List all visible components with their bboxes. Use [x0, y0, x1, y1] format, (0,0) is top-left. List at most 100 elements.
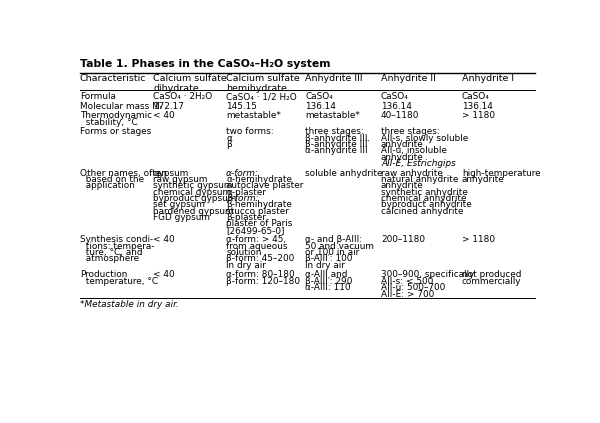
Text: or 100 in air: or 100 in air — [305, 248, 359, 257]
Text: Anhydrite III: Anhydrite III — [305, 74, 363, 83]
Text: byproduct gypsum: byproduct gypsum — [153, 194, 236, 203]
Text: based on the: based on the — [80, 175, 144, 184]
Text: < 40: < 40 — [153, 270, 175, 280]
Text: Calcium sulfate
hemihydrate: Calcium sulfate hemihydrate — [226, 74, 300, 93]
Text: β-anhydrite III′: β-anhydrite III′ — [305, 140, 370, 149]
Text: Calcium sulfate
dihydrate: Calcium sulfate dihydrate — [153, 74, 227, 93]
Text: synthetic anhydrite: synthetic anhydrite — [381, 188, 468, 197]
Text: β-form: 45–200: β-form: 45–200 — [226, 255, 295, 264]
Text: Formula: Formula — [80, 92, 116, 101]
Text: chemical gypsum: chemical gypsum — [153, 188, 231, 197]
Text: β-plaster: β-plaster — [226, 213, 266, 222]
Text: application: application — [80, 181, 134, 190]
Text: Forms or stages: Forms or stages — [80, 127, 151, 136]
Text: anhydrite: anhydrite — [381, 153, 424, 162]
Text: Characteristic: Characteristic — [80, 74, 146, 83]
Text: α-form:: α-form: — [226, 169, 259, 178]
Text: β-AIII′: 100: β-AIII′: 100 — [305, 255, 353, 264]
Text: in dry air: in dry air — [305, 261, 345, 270]
Text: 136.14: 136.14 — [462, 102, 493, 111]
Text: tions: tempera-: tions: tempera- — [80, 242, 154, 251]
Text: < 40: < 40 — [153, 236, 175, 244]
Text: in dry air: in dry air — [226, 261, 266, 270]
Text: Anhydrite I: Anhydrite I — [462, 74, 514, 83]
Text: β-form:: β-form: — [226, 194, 259, 203]
Text: three stages:: three stages: — [381, 127, 440, 136]
Text: metastable*: metastable* — [305, 111, 360, 120]
Text: Production: Production — [80, 270, 127, 280]
Text: three stages:: three stages: — [305, 127, 364, 136]
Text: β-anhydrite III: β-anhydrite III — [305, 134, 368, 143]
Text: 145.15: 145.15 — [226, 102, 257, 111]
Text: set gypsum: set gypsum — [153, 201, 205, 209]
Text: 172.17: 172.17 — [153, 102, 184, 111]
Text: AII-s, slowly soluble: AII-s, slowly soluble — [381, 134, 468, 143]
Text: β: β — [226, 140, 232, 149]
Text: β-hemihydrate: β-hemihydrate — [226, 201, 292, 209]
Text: β-form: 120–180: β-form: 120–180 — [226, 277, 300, 286]
Text: Table 1. Phases in the CaSO₄–H₂O system: Table 1. Phases in the CaSO₄–H₂O system — [80, 59, 330, 69]
Text: > 1180: > 1180 — [462, 236, 495, 244]
Text: AII-u, insoluble: AII-u, insoluble — [381, 146, 447, 155]
Text: FGD gypsum: FGD gypsum — [153, 213, 210, 222]
Text: autoclave plaster: autoclave plaster — [226, 181, 304, 190]
Text: plaster of Paris: plaster of Paris — [226, 220, 293, 228]
Text: calcined anhydrite: calcined anhydrite — [381, 207, 463, 216]
Text: not produced: not produced — [462, 270, 521, 280]
Text: byproduct anhydrite: byproduct anhydrite — [381, 201, 472, 209]
Text: ture, °C, and: ture, °C, and — [80, 248, 142, 257]
Text: α-hemihydrate: α-hemihydrate — [226, 175, 292, 184]
Text: atmosphere: atmosphere — [80, 255, 139, 264]
Text: chemical anhydrite: chemical anhydrite — [381, 194, 466, 203]
Text: AII-u: 500–700: AII-u: 500–700 — [381, 283, 445, 292]
Text: Synthesis condi-: Synthesis condi- — [80, 236, 153, 244]
Text: CaSO₄ · 1/2 H₂O: CaSO₄ · 1/2 H₂O — [226, 92, 297, 101]
Text: anhydrite: anhydrite — [381, 181, 424, 190]
Text: α: α — [226, 134, 232, 143]
Text: α-AIII: 110: α-AIII: 110 — [305, 283, 350, 292]
Text: stucco plaster: stucco plaster — [226, 207, 289, 216]
Text: Anhydrite II: Anhydrite II — [381, 74, 436, 83]
Text: CaSO₄: CaSO₄ — [381, 92, 409, 101]
Text: two forms:: two forms: — [226, 127, 274, 136]
Text: [26499-65-0]: [26499-65-0] — [226, 226, 284, 235]
Text: soluble anhydrite: soluble anhydrite — [305, 169, 383, 178]
Text: β-AIII′: 290: β-AIII′: 290 — [305, 277, 353, 286]
Text: < 40: < 40 — [153, 111, 175, 120]
Text: AII-E: > 700: AII-E: > 700 — [381, 289, 434, 299]
Text: CaSO₄: CaSO₄ — [305, 92, 333, 101]
Text: raw gypsum: raw gypsum — [153, 175, 208, 184]
Text: anhydrite: anhydrite — [381, 140, 424, 149]
Text: from aqueous: from aqueous — [226, 242, 287, 251]
Text: α-plaster: α-plaster — [226, 188, 266, 197]
Text: AII-E, Estrichgips: AII-E, Estrichgips — [381, 159, 456, 168]
Text: Thermodynamic: Thermodynamic — [80, 111, 152, 120]
Text: AII-s: < 500: AII-s: < 500 — [381, 277, 433, 286]
Text: α-anhydrite III: α-anhydrite III — [305, 146, 368, 155]
Text: solution: solution — [226, 248, 262, 257]
Text: high-temperature: high-temperature — [462, 169, 541, 178]
Text: commercially: commercially — [462, 277, 521, 286]
Text: Other names, often: Other names, often — [80, 169, 167, 178]
Text: raw anhydrite: raw anhydrite — [381, 169, 443, 178]
Text: 300–900, specifically: 300–900, specifically — [381, 270, 474, 280]
Text: Molecular mass Mᵣ: Molecular mass Mᵣ — [80, 102, 162, 111]
Text: temperature, °C: temperature, °C — [80, 277, 158, 286]
Text: α-form: 80–180: α-form: 80–180 — [226, 270, 295, 280]
Text: 200–1180: 200–1180 — [381, 236, 425, 244]
Text: *Metastable in dry air.: *Metastable in dry air. — [80, 300, 178, 309]
Text: CaSO₄ · 2H₂O: CaSO₄ · 2H₂O — [153, 92, 212, 101]
Text: α- and β-AIII:: α- and β-AIII: — [305, 236, 362, 244]
Text: α-AIII and: α-AIII and — [305, 270, 347, 280]
Text: metastable*: metastable* — [226, 111, 281, 120]
Text: 136.14: 136.14 — [305, 102, 336, 111]
Text: synthetic gypsum: synthetic gypsum — [153, 181, 233, 190]
Text: stability, °C: stability, °C — [80, 118, 137, 127]
Text: α-form: > 45,: α-form: > 45, — [226, 236, 286, 244]
Text: anhydrite: anhydrite — [462, 175, 505, 184]
Text: 136.14: 136.14 — [381, 102, 412, 111]
Text: 40–1180: 40–1180 — [381, 111, 419, 120]
Text: 50 and vacuum: 50 and vacuum — [305, 242, 374, 251]
Text: > 1180: > 1180 — [462, 111, 495, 120]
Text: natural anhydrite: natural anhydrite — [381, 175, 458, 184]
